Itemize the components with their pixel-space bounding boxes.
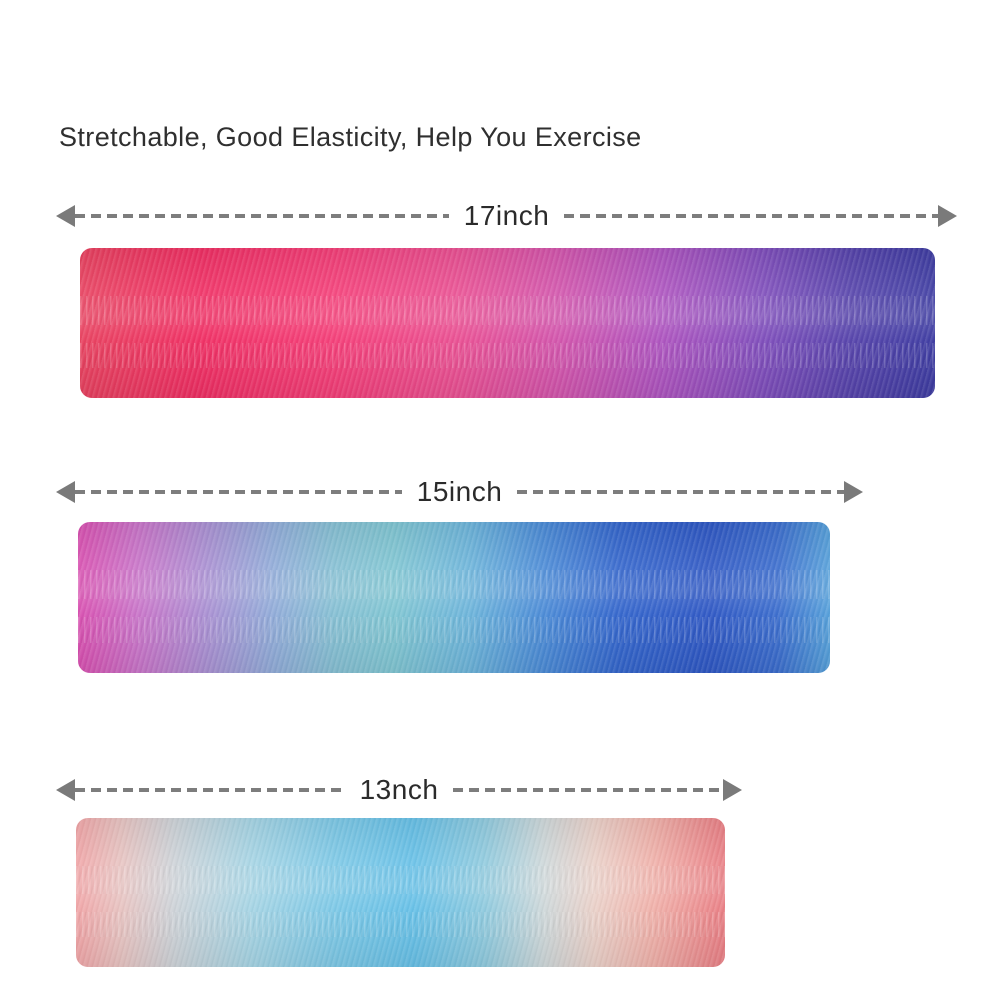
measure-arrow-17inch: 17inch xyxy=(56,200,958,231)
dashed-line xyxy=(75,788,345,792)
dashed-line xyxy=(75,214,449,218)
band-rib-texture xyxy=(78,570,830,599)
band-rib-texture xyxy=(76,865,725,894)
size-label-15inch: 15inch xyxy=(416,476,503,507)
band-knit-texture xyxy=(76,818,725,967)
arrow-right-icon xyxy=(844,481,864,503)
dashed-line xyxy=(517,490,845,494)
resistance-band-13inch xyxy=(76,818,725,967)
size-label-17inch: 17inch xyxy=(463,200,550,231)
arrow-right-icon xyxy=(723,779,743,801)
band-sheen xyxy=(76,818,725,967)
dashed-line xyxy=(453,788,724,792)
dashed-line xyxy=(564,214,939,218)
arrow-left-icon xyxy=(56,779,75,801)
resistance-band-15inch xyxy=(78,522,830,673)
arrow-left-icon xyxy=(56,205,75,227)
arrow-right-icon xyxy=(938,205,958,227)
headline-text: Stretchable, Good Elasticity, Help You E… xyxy=(59,122,642,152)
band-rib-texture xyxy=(80,296,935,325)
band-sheen xyxy=(78,522,830,673)
resistance-band-17inch xyxy=(80,248,935,398)
measure-arrow-13inch: 13nch xyxy=(56,774,743,805)
band-rib-texture xyxy=(80,342,935,368)
band-rib-texture xyxy=(76,911,725,938)
size-label-13inch: 13nch xyxy=(359,774,439,805)
band-knit-texture xyxy=(80,248,935,398)
arrow-left-icon xyxy=(56,481,75,503)
band-sheen xyxy=(80,248,935,398)
measure-arrow-15inch: 15inch xyxy=(56,476,864,507)
band-rib-texture xyxy=(78,617,830,643)
band-knit-texture xyxy=(78,522,830,673)
dashed-line xyxy=(75,490,402,494)
